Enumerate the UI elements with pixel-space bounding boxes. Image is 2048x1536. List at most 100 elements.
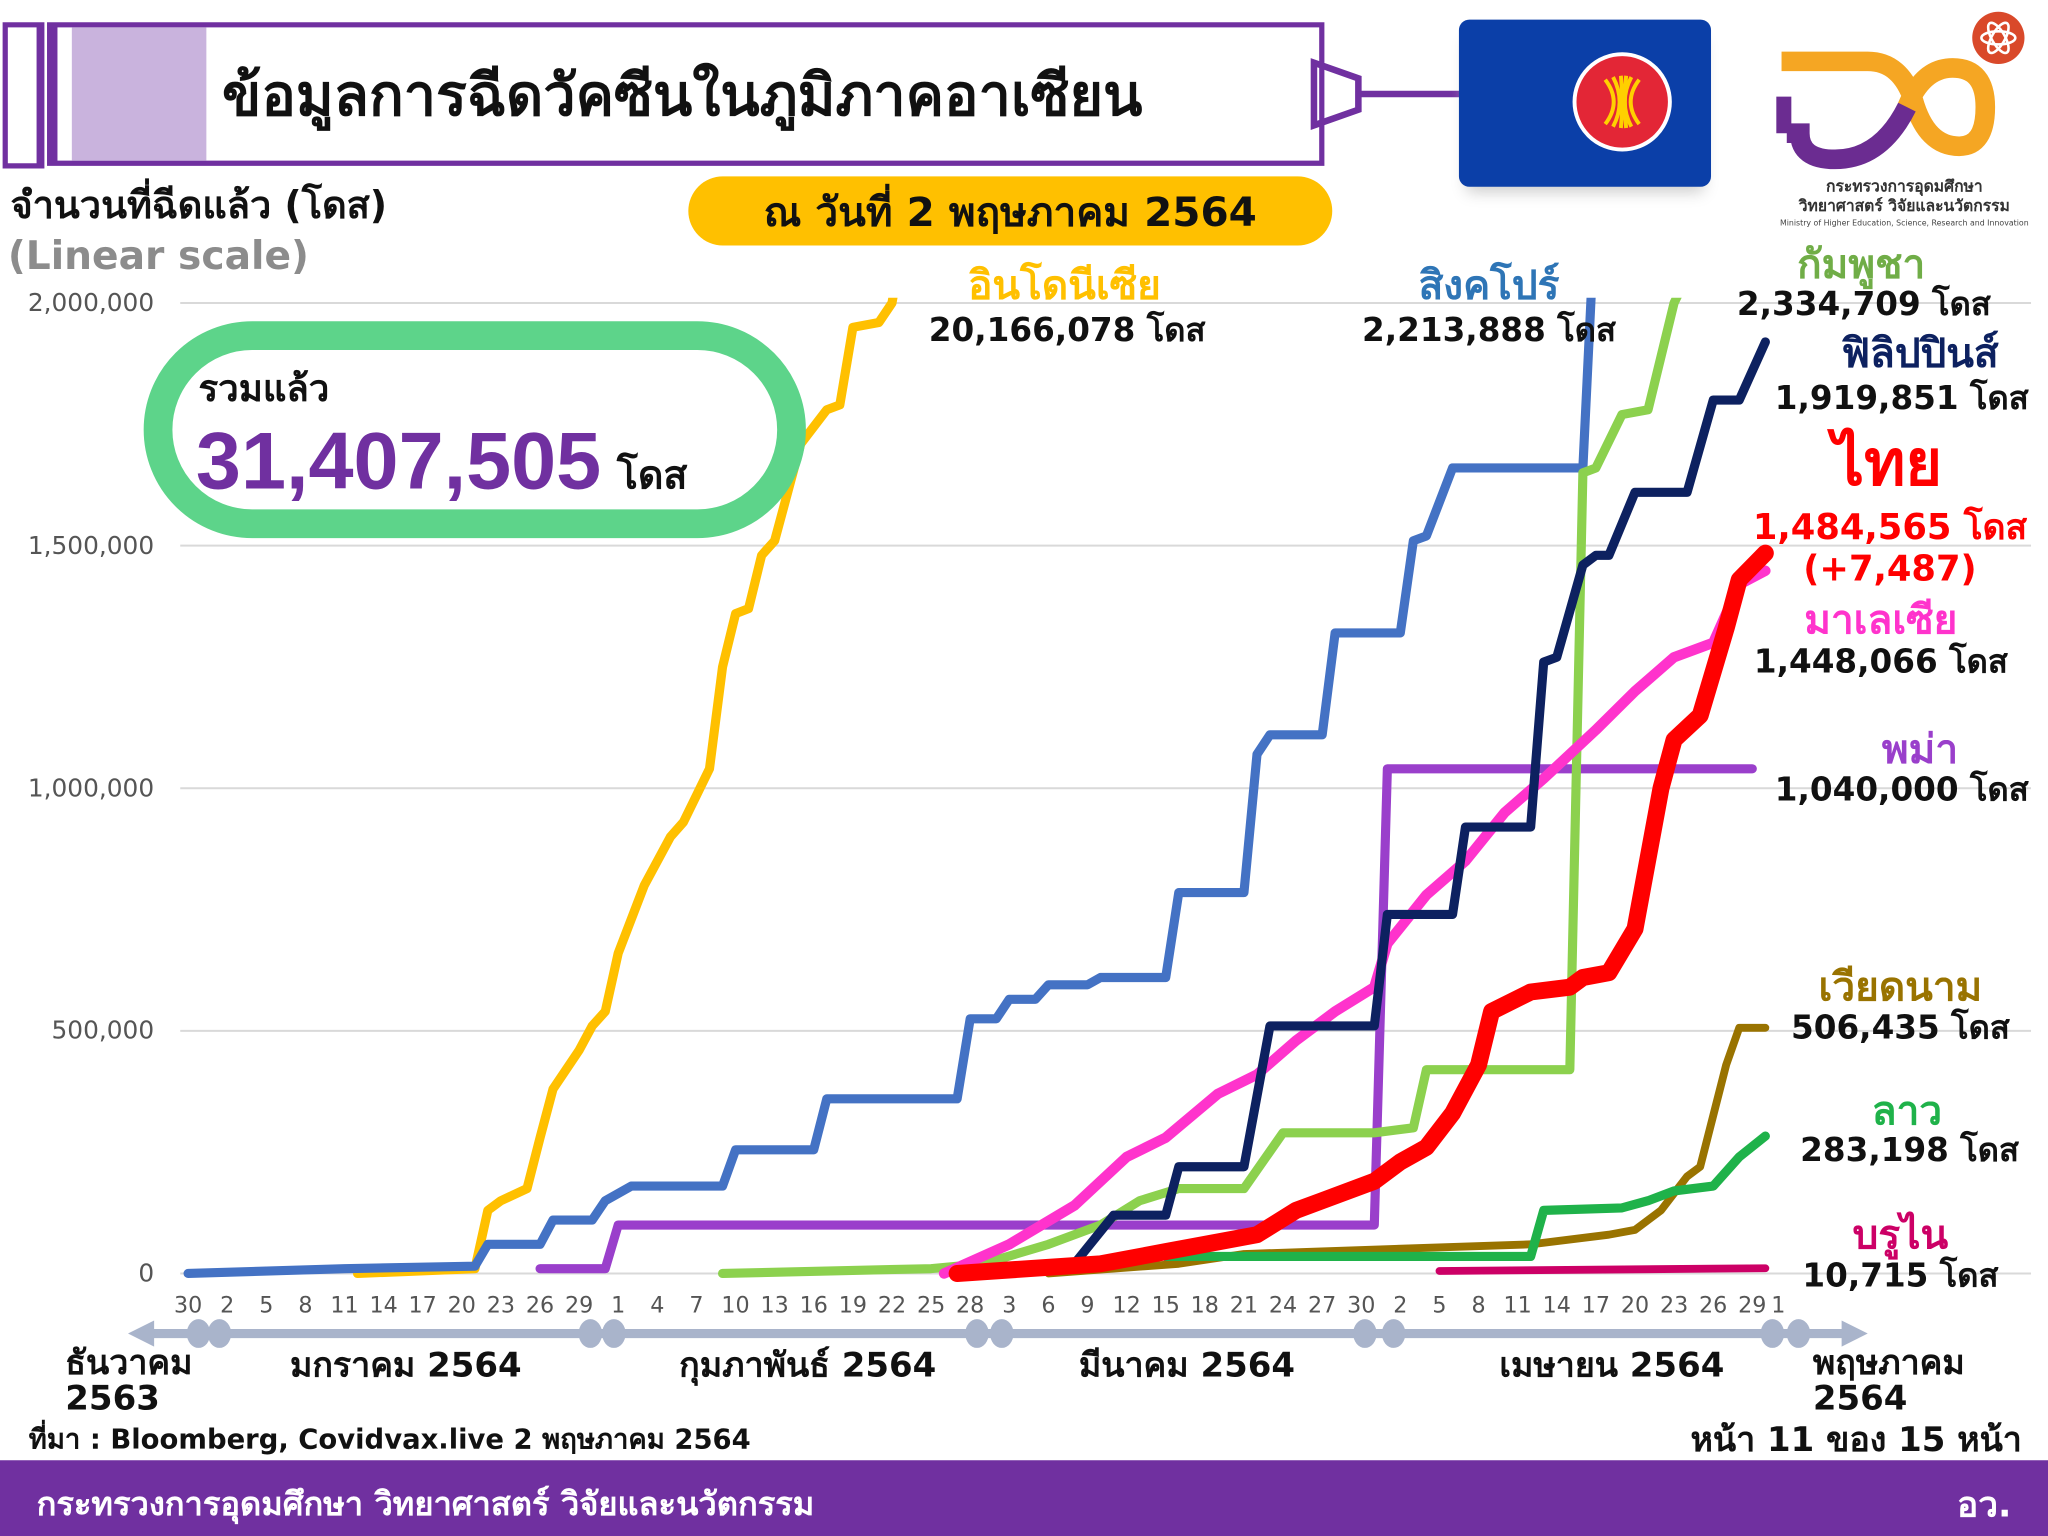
- month-label-december: ธันวาคม 2563: [65, 1343, 193, 1419]
- source-note: ที่มา : Bloomberg, Covidvax.live 2 พฤษภา…: [28, 1423, 751, 1456]
- date-badge: ณ วันที่ 2 พฤษภาคม 2564: [688, 176, 1333, 246]
- x-tick-label: 24: [1268, 1293, 1298, 1320]
- page-number: หน้า 11 ของ 15 หน้า: [1690, 1421, 2022, 1461]
- arrow-left-icon: [127, 1320, 155, 1347]
- label-cambodia-value: 2,334,709 โดส: [1736, 284, 1991, 323]
- x-tick-label: 21: [1229, 1293, 1259, 1320]
- y-scale-note: (Linear scale): [7, 233, 309, 280]
- syringe-plunger: [2, 22, 45, 169]
- series-line: [948, 544, 1774, 1282]
- ministry-logo: [1776, 11, 2025, 170]
- x-tick-label: 2: [220, 1293, 235, 1320]
- footer-ministry: กระทรวงการอุดมศึกษา วิทยาศาสตร์ วิจัยและ…: [36, 1485, 815, 1523]
- label-myanmar-value: 1,040,000 โดส: [1774, 770, 2029, 809]
- x-tick-label: 20: [447, 1293, 476, 1320]
- label-indonesia-value: 20,166,078 โดส: [928, 310, 1206, 349]
- x-tick-label: 15: [1151, 1293, 1180, 1320]
- label-myanmar-name: พม่า: [1881, 726, 1959, 774]
- y-tick-label: 0: [138, 1259, 155, 1288]
- asean-emblem-icon: [1572, 52, 1672, 152]
- x-tick-label: 2: [1393, 1293, 1408, 1320]
- x-tick-label: 30: [1347, 1293, 1376, 1320]
- x-tick-label: 17: [408, 1293, 437, 1320]
- month-marker: [990, 1319, 1014, 1348]
- month-marker: [1353, 1319, 1377, 1348]
- x-tick-label: 26: [1699, 1293, 1728, 1320]
- x-tick-label: 20: [1620, 1293, 1650, 1320]
- x-tick-label: 28: [956, 1293, 985, 1320]
- label-vietnam-value: 506,435 โดส: [1791, 1008, 2010, 1047]
- x-tick-label: 16: [799, 1293, 828, 1320]
- x-tick-label: 9: [1080, 1293, 1095, 1320]
- page-title: ข้อมูลการฉีดวัคซีนในภูมิภาคอาเซียน: [222, 62, 1143, 130]
- month-marker: [207, 1319, 232, 1348]
- logo-text-line2: วิทยาศาสตร์ วิจัยและนวัตกรรม: [1798, 196, 2010, 215]
- x-tick-label: 29: [1738, 1293, 1767, 1320]
- x-tick-label: 25: [916, 1293, 946, 1320]
- x-tick-label: 5: [259, 1293, 274, 1320]
- arrow-right-icon: [1841, 1320, 1868, 1347]
- y-axis-label: จำนวนที่ฉีดแล้ว (โดส): [10, 182, 388, 228]
- series-line: [535, 764, 1757, 1274]
- label-brunei-value: 10,715 โดส: [1802, 1256, 1999, 1295]
- month-marker: [186, 1319, 211, 1348]
- x-tick-label: 8: [1471, 1293, 1486, 1320]
- x-tick-label: 18: [1190, 1293, 1219, 1320]
- label-thailand-value: 1,484,565 โดส: [1752, 507, 2028, 548]
- x-tick-label: 11: [330, 1293, 359, 1320]
- month-label-april: เมษายน 2564: [1499, 1346, 1725, 1386]
- label-philippines-value: 1,919,851 โดส: [1774, 378, 2029, 417]
- series-line: [183, 297, 1596, 1279]
- label-singapore-value: 2,213,888 โดส: [1362, 310, 1616, 349]
- total-row: 31,407,505 โดส: [196, 415, 687, 508]
- x-tick-label: 1: [1771, 1293, 1786, 1320]
- total-value: 31,407,505: [195, 416, 602, 507]
- total-label: รวมแล้ว: [198, 367, 330, 411]
- x-tick-label: 5: [1432, 1293, 1447, 1320]
- month-marker: [1760, 1319, 1785, 1348]
- month-marker: [1381, 1319, 1406, 1348]
- month-label-march: มีนาคม 2564: [1078, 1346, 1295, 1386]
- x-tick-label: 7: [689, 1293, 704, 1320]
- series-line: [352, 297, 898, 1279]
- x-tick-label: 23: [1659, 1293, 1689, 1320]
- month-marker: [602, 1319, 626, 1348]
- label-malaysia-value: 1,448,066 โดส: [1753, 642, 2008, 681]
- month-label-february: กุมภาพันธ์ 2564: [679, 1346, 937, 1386]
- label-vietnam-name: เวียดนาม: [1818, 963, 1983, 1011]
- total-unit: โดส: [616, 453, 688, 499]
- footer-abbreviation: อว.: [1957, 1485, 2012, 1526]
- x-tick-label: 26: [525, 1293, 555, 1320]
- x-tick-label: 30: [173, 1293, 203, 1320]
- x-tick-label: 11: [1503, 1293, 1532, 1320]
- footer-bar: [0, 1460, 2048, 1536]
- y-tick-label: 500,000: [51, 1016, 155, 1046]
- label-malaysia-name: มาเลเซีย: [1804, 596, 1958, 644]
- label-philippines-name: ฟิลิปปินส์: [1841, 330, 1999, 378]
- month-label-may: พฤษภาคม 2564: [1812, 1343, 1965, 1419]
- x-tick-label: 17: [1581, 1293, 1610, 1320]
- x-tick-label: 13: [760, 1293, 789, 1320]
- month-marker: [578, 1319, 603, 1348]
- y-tick-label: 1,000,000: [27, 773, 155, 803]
- series-line: [1161, 1131, 1770, 1262]
- x-tick-label: 14: [369, 1293, 398, 1320]
- label-indonesia-name: อินโดนีเซีย: [968, 262, 1161, 310]
- y-tick-label: 2,000,000: [27, 288, 155, 318]
- syringe-body: [47, 22, 1325, 166]
- label-brunei-name: บรูไน: [1852, 1212, 1949, 1260]
- logo-text-line3: Ministry of Higher Education, Science, R…: [1779, 218, 2029, 228]
- x-tick-label: 3: [1002, 1293, 1017, 1320]
- x-tick-label: 29: [564, 1293, 594, 1320]
- x-tick-label: 1: [611, 1293, 626, 1320]
- x-tick-label: 10: [721, 1293, 750, 1320]
- label-thailand-name: ไทย: [1832, 427, 1943, 501]
- syringe-fill: [71, 27, 207, 161]
- series-line: [717, 297, 1682, 1279]
- label-laos-value: 283,198 โดส: [1800, 1131, 2019, 1169]
- x-tick-label: 23: [486, 1293, 516, 1320]
- syringe-needle-icon: [1310, 58, 1461, 131]
- x-tick-label: 6: [1041, 1293, 1056, 1320]
- series-line: [978, 337, 1770, 1279]
